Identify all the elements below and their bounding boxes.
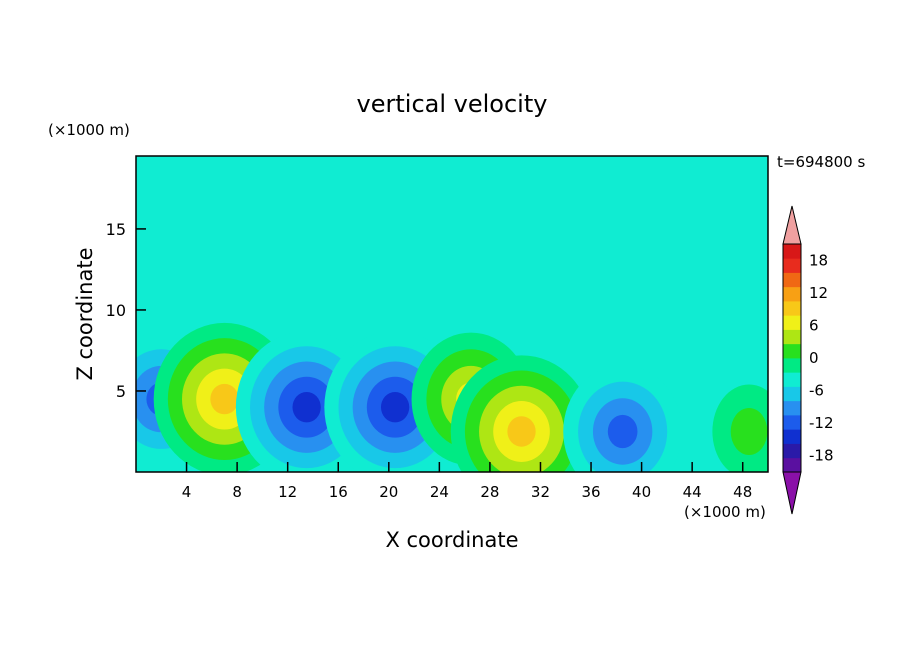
x-tick-label: 44: [683, 483, 702, 501]
colorbar-swatch: [783, 443, 801, 459]
plot-frame: [135, 155, 769, 473]
y-tick-label: 15: [106, 220, 126, 239]
contour-level: [607, 414, 638, 449]
x-tick-label: 36: [581, 483, 600, 501]
contour-cell: [712, 384, 768, 472]
colorbar-swatch: [783, 343, 801, 359]
contour-level: [730, 407, 768, 455]
colorbar-tick-label: 12: [809, 284, 828, 302]
contour-level: [292, 391, 321, 423]
colorbar-swatch: [783, 286, 801, 302]
x-tick-label: 32: [531, 483, 550, 501]
y-unit-label: (×1000 m): [48, 121, 130, 139]
x-tick-label: 12: [278, 483, 297, 501]
contour-field: [136, 322, 768, 472]
y-tick-label: 10: [106, 301, 126, 320]
x-tick-label: 28: [480, 483, 499, 501]
time-label: t=694800 s: [777, 153, 865, 171]
chart-title: vertical velocity: [357, 90, 548, 118]
x-tick-label: 16: [329, 483, 348, 501]
colorbar-swatch: [783, 272, 801, 288]
x-tick-label: 4: [182, 483, 192, 501]
colorbar-tick-label: 6: [809, 316, 819, 334]
x-tick-label: 20: [379, 483, 398, 501]
colorbar-swatch: [783, 358, 801, 373]
colorbar-swatch: [783, 315, 801, 330]
colorbar-tick-label: -12: [809, 414, 834, 432]
y-axis-ticks: 5 10 15: [106, 220, 146, 401]
colorbar-swatch: [783, 301, 801, 316]
colorbar-swatch: [783, 329, 801, 345]
colorbar: -18 -12 -6 0 6 12 18: [782, 205, 834, 515]
colorbar-tick-label: -18: [809, 447, 834, 465]
colorbar-over-triangle: [782, 205, 802, 245]
x-tick-label: 48: [733, 483, 752, 501]
x-unit-label: (×1000 m): [684, 503, 766, 521]
colorbar-swatch: [783, 457, 801, 473]
contour-cell: [563, 365, 683, 472]
contour-level: [507, 416, 536, 447]
colorbar-tick-label: 0: [809, 349, 819, 367]
contour-level: [210, 383, 239, 415]
colorbar-swatch: [783, 258, 801, 273]
y-axis-title: Z coordinate: [73, 247, 97, 380]
y-tick-label: 5: [116, 382, 126, 401]
colorbar-swatch: [783, 429, 801, 444]
contour-cell: [450, 355, 593, 472]
plot-area: [135, 155, 769, 473]
colorbar-tick-label: -6: [809, 382, 824, 400]
colorbar-swatch: [783, 372, 801, 387]
colorbar-swatch: [783, 400, 801, 416]
colorbar-swatch: [783, 244, 801, 259]
x-tick-label: 40: [632, 483, 651, 501]
colorbar-frame: [782, 243, 802, 473]
x-tick-label: 8: [232, 483, 242, 501]
x-axis-ticks: 4 8 12 16 20 24 28 32 36 40 44 48: [182, 462, 752, 501]
x-axis-title: X coordinate: [385, 528, 518, 552]
colorbar-tick-label: 18: [809, 251, 828, 269]
colorbar-under-triangle: [782, 471, 802, 515]
contour-level: [380, 391, 410, 423]
colorbar-swatch: [783, 386, 801, 402]
colorbar-swatch: [783, 415, 801, 430]
x-tick-label: 24: [430, 483, 449, 501]
